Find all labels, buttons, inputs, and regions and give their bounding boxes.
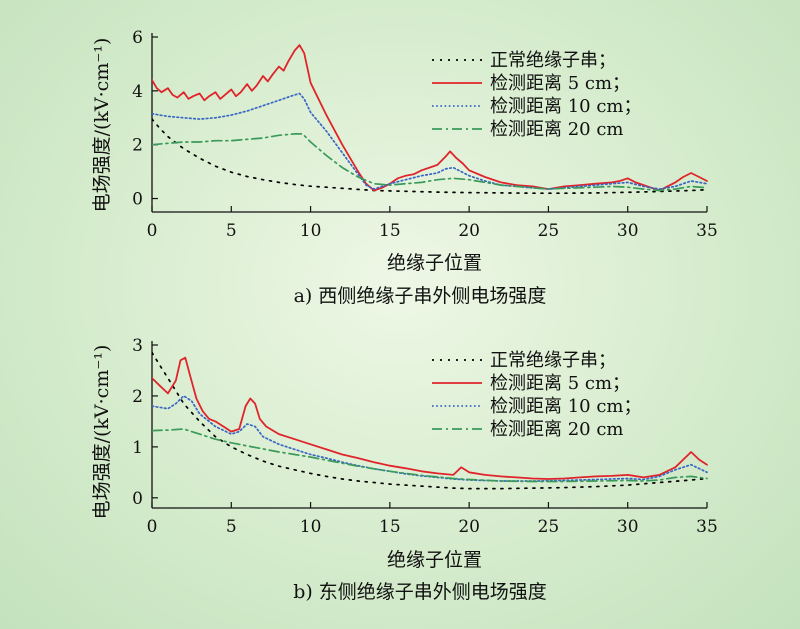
legend-label-0: 正常绝缘子串； xyxy=(490,50,616,71)
panel-caption: b) 东侧绝缘子串外侧电场强度 xyxy=(293,581,547,603)
legend-label-3: 检测距离 20 cm xyxy=(490,419,624,440)
y-tick-label: 4 xyxy=(132,82,143,102)
x-tick-label: 5 xyxy=(226,221,237,241)
panel-b-chart: 0 5 10 15 20 25 30 35 0 1 2 3 电场强度/(kV·cm⁻¹) 绝缘子位置 b) … xyxy=(91,336,718,603)
x-tick-label: 30 xyxy=(617,517,639,537)
legend-label-0: 正常绝缘子串； xyxy=(490,350,616,371)
y-tick-label: 0 xyxy=(132,489,143,509)
x-tick-label: 25 xyxy=(538,221,560,241)
series-line-3 xyxy=(152,428,708,483)
series-line-0 xyxy=(152,118,708,195)
series-line-1 xyxy=(152,356,708,480)
y-tick-label: 0 xyxy=(132,190,143,210)
y-tick-label: 2 xyxy=(132,136,143,156)
series-line-1 xyxy=(152,44,708,192)
series-line-3 xyxy=(152,133,708,192)
panel-a-chart: 0 5 10 15 20 25 30 35 0 2 4 6 电场强度/(kV·cm⁻¹) 绝缘子位置 a) … xyxy=(91,28,718,307)
x-tick-label: 35 xyxy=(696,517,718,537)
legend-label-1: 检测距离 5 cm； xyxy=(490,373,630,394)
x-tick-label: 5 xyxy=(226,517,237,537)
x-tick-label: 10 xyxy=(300,221,322,241)
y-axis-title: 电场强度/(kV·cm⁻¹) xyxy=(91,38,113,213)
panel-caption: a) 西侧绝缘子串外侧电场强度 xyxy=(294,285,547,307)
x-tick-label: 15 xyxy=(379,221,401,241)
x-tick-label: 0 xyxy=(147,221,158,241)
series-line-2 xyxy=(152,92,708,190)
x-axis-title: 绝缘子位置 xyxy=(387,252,482,274)
x-tick-label: 30 xyxy=(617,221,639,241)
x-tick-label: 20 xyxy=(458,517,480,537)
y-tick-label: 1 xyxy=(132,438,143,458)
x-tick-label: 25 xyxy=(538,517,560,537)
legend-label-3: 检测距离 20 cm xyxy=(490,119,624,140)
x-axis-title: 绝缘子位置 xyxy=(387,549,482,571)
x-tick-label: 20 xyxy=(458,221,480,241)
legend-label-2: 检测距离 10 cm； xyxy=(490,96,642,117)
y-tick-label: 2 xyxy=(132,387,143,407)
legend-label-1: 检测距离 5 cm； xyxy=(490,73,630,94)
x-tick-label: 10 xyxy=(300,517,322,537)
series-line-0 xyxy=(152,351,708,490)
x-tick-label: 35 xyxy=(696,221,718,241)
y-tick-label: 3 xyxy=(132,336,143,356)
x-tick-label: 0 xyxy=(147,517,158,537)
y-tick-label: 6 xyxy=(132,28,143,48)
x-tick-label: 15 xyxy=(379,517,401,537)
y-axis-title: 电场强度/(kV·cm⁻¹) xyxy=(91,345,113,520)
legend-label-2: 检测距离 10 cm； xyxy=(490,396,642,417)
